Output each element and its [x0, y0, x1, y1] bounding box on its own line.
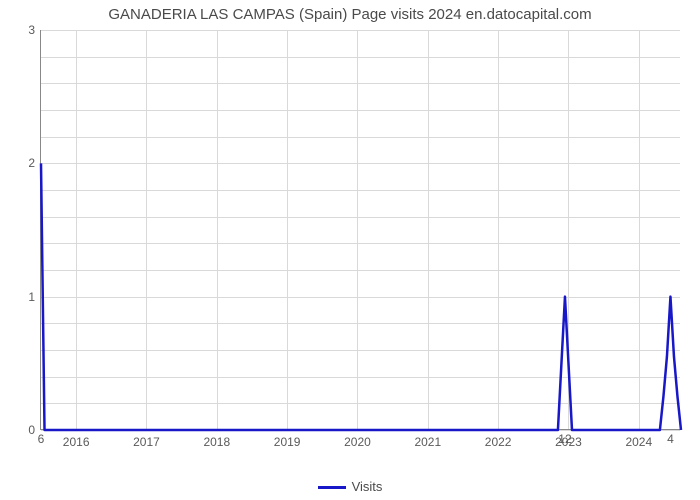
- y-tick-label: 1: [28, 290, 35, 304]
- legend: Visits: [0, 479, 700, 494]
- legend-label: Visits: [352, 479, 383, 494]
- x-tick-label: 2016: [63, 435, 90, 449]
- legend-swatch: [318, 486, 346, 489]
- x-tick-label: 2022: [485, 435, 512, 449]
- point-value-label: 4: [667, 432, 674, 446]
- x-tick-label: 2019: [274, 435, 301, 449]
- x-tick-label: 2017: [133, 435, 160, 449]
- chart-container: GANADERIA LAS CAMPAS (Spain) Page visits…: [0, 0, 700, 500]
- y-tick-label: 2: [28, 156, 35, 170]
- point-value-label: 12: [558, 432, 571, 446]
- y-tick-label: 0: [28, 423, 35, 437]
- x-tick-label: 2020: [344, 435, 371, 449]
- point-value-label: 6: [38, 432, 45, 446]
- x-tick-label: 2018: [203, 435, 230, 449]
- plot-area: 0123201620172018201920202021202220232024…: [40, 30, 680, 430]
- x-tick-label: 2024: [625, 435, 652, 449]
- y-tick-label: 3: [28, 23, 35, 37]
- x-tick-label: 2021: [414, 435, 441, 449]
- chart-title: GANADERIA LAS CAMPAS (Spain) Page visits…: [0, 6, 700, 23]
- series-line: [41, 30, 681, 430]
